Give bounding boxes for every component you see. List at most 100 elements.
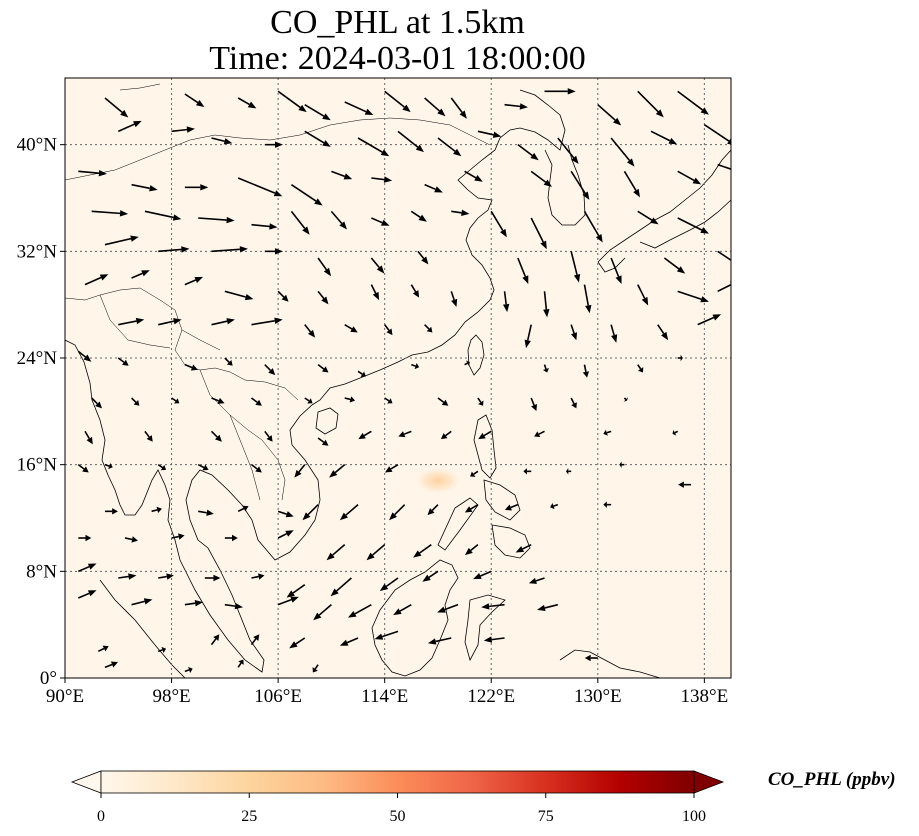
wind-arrow	[413, 544, 432, 558]
wind-arrow	[371, 176, 393, 183]
wind-arrow	[224, 534, 238, 542]
wind-arrow	[637, 90, 664, 118]
wind-arrow	[534, 430, 545, 438]
y-tick-label: 0°	[40, 668, 57, 689]
wind-arrow	[78, 563, 97, 573]
wind-arrow	[663, 257, 686, 274]
wind-arrow	[504, 103, 528, 110]
wind-arrow	[330, 577, 352, 597]
wind-arrow	[357, 137, 390, 157]
colorbar-ticks: 0 25 50 75 100	[97, 793, 706, 825]
wind-arrow	[358, 430, 372, 440]
wind-arrow	[211, 246, 248, 253]
wind-arrow	[329, 464, 346, 478]
new-guinea-coastline	[559, 649, 661, 678]
map-subtitle-time: Time: 2024-03-01 18:00:00	[209, 40, 586, 77]
wind-arrow	[184, 363, 198, 371]
wind-arrow	[210, 634, 220, 646]
taiwan-coastline	[467, 334, 485, 376]
wind-arrow	[427, 504, 439, 516]
wind-arrow	[224, 290, 254, 301]
wind-arrow	[637, 210, 659, 225]
x-tick-label: 130°E	[574, 686, 622, 707]
wind-arrow	[264, 248, 283, 255]
wind-arrow	[251, 223, 278, 230]
wind-arrow	[483, 636, 505, 643]
wind-arrow	[326, 544, 346, 561]
national-borders	[65, 83, 491, 501]
map-plot: 90°E 98°E 106°E 114°E 122°E 130°E 138°E 0° 8°N 1…	[17, 77, 732, 707]
x-tick-label: 90°E	[46, 686, 84, 707]
wind-arrow	[610, 324, 618, 343]
x-axis-ticks: 90°E 98°E 106°E 114°E 122°E 130°E 138°E	[46, 678, 728, 707]
wind-arrow	[677, 354, 683, 362]
wind-arrow	[677, 290, 709, 303]
wind-arrow	[371, 217, 390, 226]
wind-arrow	[264, 430, 273, 442]
colorbar-tick-label: 50	[390, 808, 406, 825]
colorbar-extend-low	[70, 770, 102, 794]
wind-arrow	[157, 646, 167, 653]
sumatra-coastline	[99, 579, 186, 678]
wind-arrow	[290, 184, 323, 206]
colorbar-tick-label: 25	[241, 808, 257, 825]
wind-arrow	[477, 397, 484, 406]
borneo-coastline	[371, 559, 459, 677]
wind-arrow	[464, 360, 470, 367]
wind-arrow	[211, 137, 233, 145]
wind-arrow	[313, 604, 332, 621]
y-tick-label: 8°N	[26, 561, 57, 582]
wind-arrow	[370, 284, 380, 301]
wind-arrow	[237, 177, 283, 197]
wind-arrow	[158, 573, 174, 580]
wind-arrow	[184, 184, 209, 191]
wind-arrow	[530, 170, 552, 187]
wind-arrow	[623, 170, 641, 198]
wind-arrow	[437, 603, 459, 613]
wind-arrow	[97, 645, 109, 653]
y-tick-label: 24°N	[17, 348, 58, 369]
coastlines	[65, 83, 731, 678]
wind-arrow	[677, 217, 709, 234]
map-title: CO_PHL at 1.5km	[270, 4, 525, 41]
wind-arrow	[417, 250, 429, 265]
wind-arrow	[464, 503, 479, 513]
wind-arrow	[184, 666, 193, 673]
wind-arrow	[451, 209, 470, 216]
wind-arrow	[517, 144, 539, 161]
wind-arrow	[317, 290, 329, 305]
wind-arrow	[118, 573, 137, 580]
wind-arrow	[384, 90, 411, 113]
wind-arrow	[131, 270, 150, 279]
wind-arrow	[211, 397, 225, 404]
wind-arrow	[583, 210, 603, 243]
wind-arrow	[264, 141, 283, 148]
wind-arrow	[251, 573, 265, 580]
wind-arrow	[490, 210, 507, 238]
wind-arrow	[422, 570, 439, 582]
wind-arrow	[384, 324, 393, 336]
wind-arrow	[427, 637, 452, 645]
wind-arrow	[557, 137, 579, 164]
map-frame	[64, 77, 732, 679]
wind-arrow	[424, 324, 433, 333]
wind-arrow	[424, 97, 446, 117]
wind-arrow	[619, 461, 625, 468]
korea-coastline	[544, 144, 586, 226]
wind-arrow	[584, 654, 598, 662]
wind-arrow	[344, 396, 356, 403]
wind-arrow	[542, 364, 549, 373]
wind-arrow	[502, 291, 510, 313]
wind-arrow	[77, 350, 92, 362]
wind-arrow	[250, 397, 262, 406]
wind-arrow	[570, 251, 581, 283]
wind-arrow	[131, 397, 140, 406]
colorbar-gradient	[100, 770, 695, 794]
wind-arrow	[317, 364, 329, 373]
wind-arrow	[544, 88, 576, 95]
wind-arrow	[410, 284, 420, 298]
wind-arrow	[131, 598, 153, 606]
wind-arrow	[550, 503, 559, 510]
wind-arrow	[237, 659, 244, 668]
